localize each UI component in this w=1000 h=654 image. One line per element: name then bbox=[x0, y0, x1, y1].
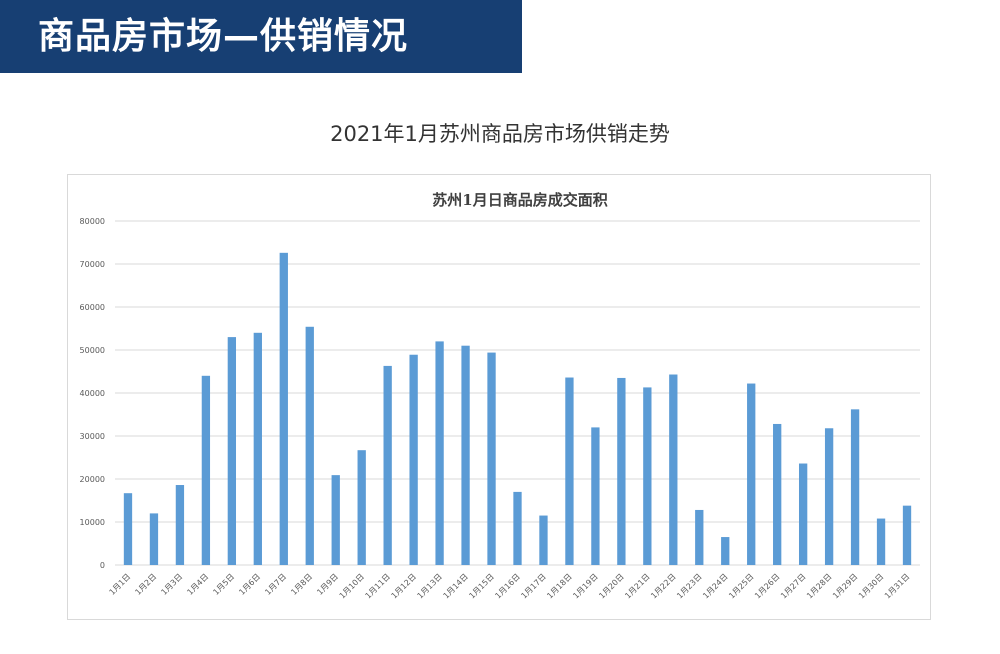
bar bbox=[798, 463, 808, 565]
x-tick-label: 1月30日 bbox=[857, 572, 885, 600]
banner-title: 商品房市场—供销情况 bbox=[38, 16, 409, 57]
x-tick-label: 1月12日 bbox=[390, 572, 418, 600]
chart-title: 苏州1月日商品房成交面积 bbox=[432, 191, 607, 209]
x-tick-label: 1月19日 bbox=[571, 572, 599, 600]
x-tick-label: 1月18日 bbox=[545, 572, 573, 600]
y-tick-label: 60000 bbox=[80, 303, 105, 312]
bar bbox=[565, 377, 574, 565]
x-tick-label: 1月14日 bbox=[441, 572, 469, 600]
header-banner: 商品房市场—供销情况 bbox=[0, 0, 522, 73]
bar bbox=[643, 387, 652, 565]
x-tick-label: 1月10日 bbox=[338, 572, 366, 600]
y-tick-label: 30000 bbox=[80, 432, 105, 441]
bar bbox=[305, 326, 314, 565]
bar bbox=[201, 375, 211, 565]
x-tick-label: 1月4日 bbox=[185, 572, 210, 597]
x-tick-label: 1月31日 bbox=[883, 572, 911, 600]
bar bbox=[357, 450, 366, 565]
x-tick-label: 1月3日 bbox=[159, 572, 184, 597]
x-tick-label: 1月11日 bbox=[364, 572, 392, 600]
bar bbox=[487, 352, 496, 565]
bar bbox=[331, 475, 340, 565]
bar bbox=[227, 337, 237, 565]
x-tick-label: 1月7日 bbox=[263, 572, 288, 597]
y-tick-label: 80000 bbox=[80, 217, 105, 226]
x-tick-label: 1月16日 bbox=[493, 572, 521, 600]
bar bbox=[513, 491, 522, 565]
x-tick-label: 1月22日 bbox=[649, 572, 677, 600]
bar bbox=[695, 509, 704, 565]
x-tick-label: 1月13日 bbox=[416, 572, 444, 600]
bar bbox=[279, 252, 288, 565]
bar bbox=[617, 377, 626, 565]
bar bbox=[721, 537, 730, 565]
page-title: 2021年1月苏州商品房市场供销走势 bbox=[330, 122, 670, 146]
x-tick-label: 1月8日 bbox=[289, 572, 314, 597]
x-tick-label: 1月15日 bbox=[467, 572, 495, 600]
x-tick-label: 1月29日 bbox=[831, 572, 859, 600]
bar bbox=[876, 518, 886, 565]
x-tick-label: 1月26日 bbox=[753, 572, 781, 600]
x-tick-label: 1月21日 bbox=[623, 572, 651, 600]
bar bbox=[773, 423, 782, 565]
y-tick-label: 40000 bbox=[80, 389, 105, 398]
x-tick-label: 1月24日 bbox=[701, 572, 729, 600]
bar bbox=[409, 354, 418, 565]
bar bbox=[435, 341, 444, 565]
bar bbox=[123, 493, 133, 565]
x-tick-label: 1月6日 bbox=[237, 572, 262, 597]
bar bbox=[253, 332, 262, 565]
bar bbox=[902, 505, 912, 565]
bar bbox=[383, 365, 392, 565]
chart-frame: 苏州1月日商品房成交面积 0 10000 20000 30000 40000 50000 6… bbox=[67, 174, 931, 620]
x-tick-label: 1月25日 bbox=[727, 572, 755, 600]
bar bbox=[591, 427, 600, 565]
y-tick-label: 0 bbox=[100, 561, 105, 570]
x-tick-label: 1月20日 bbox=[597, 572, 625, 600]
bar bbox=[175, 485, 185, 565]
bar bbox=[850, 409, 860, 565]
x-tick-label: 1月1日 bbox=[108, 572, 133, 597]
x-tick-label: 1月9日 bbox=[315, 572, 340, 597]
bar bbox=[747, 383, 756, 565]
bar bbox=[824, 428, 834, 565]
x-tick-label: 1月28日 bbox=[805, 572, 833, 600]
y-tick-label: 20000 bbox=[80, 475, 105, 484]
x-tick-label: 1月17日 bbox=[519, 572, 547, 600]
x-tick-label: 1月2日 bbox=[133, 572, 158, 597]
y-tick-label: 10000 bbox=[80, 518, 105, 527]
bar bbox=[669, 374, 678, 565]
bar bbox=[539, 515, 548, 565]
bar bbox=[149, 513, 159, 565]
y-tick-label: 70000 bbox=[80, 260, 105, 269]
x-tick-label: 1月27日 bbox=[779, 572, 807, 600]
y-tick-label: 50000 bbox=[80, 346, 105, 355]
x-tick-label: 1月23日 bbox=[675, 572, 703, 600]
bar bbox=[461, 345, 470, 565]
bar-chart: 苏州1月日商品房成交面积 0 10000 20000 30000 40000 50000 6… bbox=[80, 191, 920, 601]
x-tick-label: 1月5日 bbox=[211, 572, 236, 597]
